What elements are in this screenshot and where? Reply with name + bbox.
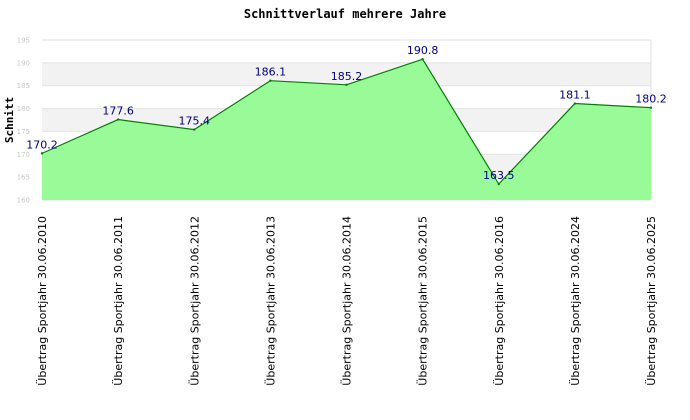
data-point bbox=[497, 182, 500, 186]
data-label: 175.4 bbox=[179, 115, 211, 128]
x-axis-ticks: Übertrag Sportjahr 30.06.2010 Übertrag Sp… bbox=[36, 216, 658, 386]
x-tick-label: Übertrag Sportjahr 30.06.2012 bbox=[188, 216, 201, 386]
data-label: 185.2 bbox=[331, 70, 363, 83]
series-area bbox=[40, 58, 653, 201]
y-tick-label: 170 bbox=[17, 151, 30, 159]
x-tick-label: Übertrag Sportjahr 30.06.2013 bbox=[264, 216, 277, 386]
plot-band bbox=[42, 40, 651, 63]
y-tick-label: 175 bbox=[17, 128, 30, 136]
x-tick-label: Übertrag Sportjahr 30.06.2025 bbox=[645, 216, 658, 386]
data-label: 163.5 bbox=[483, 169, 515, 182]
y-tick-label: 160 bbox=[17, 197, 30, 205]
data-point bbox=[345, 83, 348, 87]
data-label: 186.1 bbox=[255, 66, 287, 79]
x-tick-label: Übertrag Sportjahr 30.06.2016 bbox=[493, 216, 506, 386]
y-tick-label: 190 bbox=[17, 59, 30, 67]
data-point bbox=[40, 152, 44, 155]
x-tick-label: Übertrag Sportjahr 30.06.2015 bbox=[417, 216, 430, 386]
y-tick-label: 165 bbox=[17, 174, 30, 182]
y-tick-label: 195 bbox=[17, 37, 30, 45]
data-point bbox=[573, 102, 577, 105]
data-label: 177.6 bbox=[102, 105, 134, 118]
series-area-fill bbox=[42, 59, 651, 201]
data-point bbox=[269, 79, 272, 82]
data-label: 190.8 bbox=[407, 44, 439, 57]
data-point bbox=[649, 106, 653, 109]
y-tick-label: 180 bbox=[17, 105, 30, 113]
y-axis-ticks: 160 165 170 175 180 185 190 195 bbox=[17, 37, 30, 205]
data-labels: 170.2 177.6 175.4 186.1 185.2 190.8 163.5 181.1… bbox=[26, 44, 667, 182]
x-tick-label: Übertrag Sportjahr 30.06.2011 bbox=[112, 216, 125, 386]
chart-title: Schnittverlauf mehrere Jahre bbox=[244, 7, 446, 21]
x-tick-label: Übertrag Sportjahr 30.06.2014 bbox=[341, 216, 354, 386]
data-label: 170.2 bbox=[26, 138, 58, 151]
data-point bbox=[193, 128, 196, 131]
data-label: 180.2 bbox=[635, 93, 667, 106]
data-point bbox=[116, 118, 120, 121]
plot-band bbox=[42, 62, 651, 86]
data-point bbox=[421, 58, 424, 61]
x-tick-label: Übertrag Sportjahr 30.06.2010 bbox=[36, 216, 49, 386]
x-tick-label: Übertrag Sportjahr 30.06.2024 bbox=[569, 216, 582, 386]
y-tick-label: 185 bbox=[17, 82, 30, 90]
y-axis-label: Schnitt bbox=[3, 97, 16, 143]
data-label: 181.1 bbox=[559, 89, 591, 102]
